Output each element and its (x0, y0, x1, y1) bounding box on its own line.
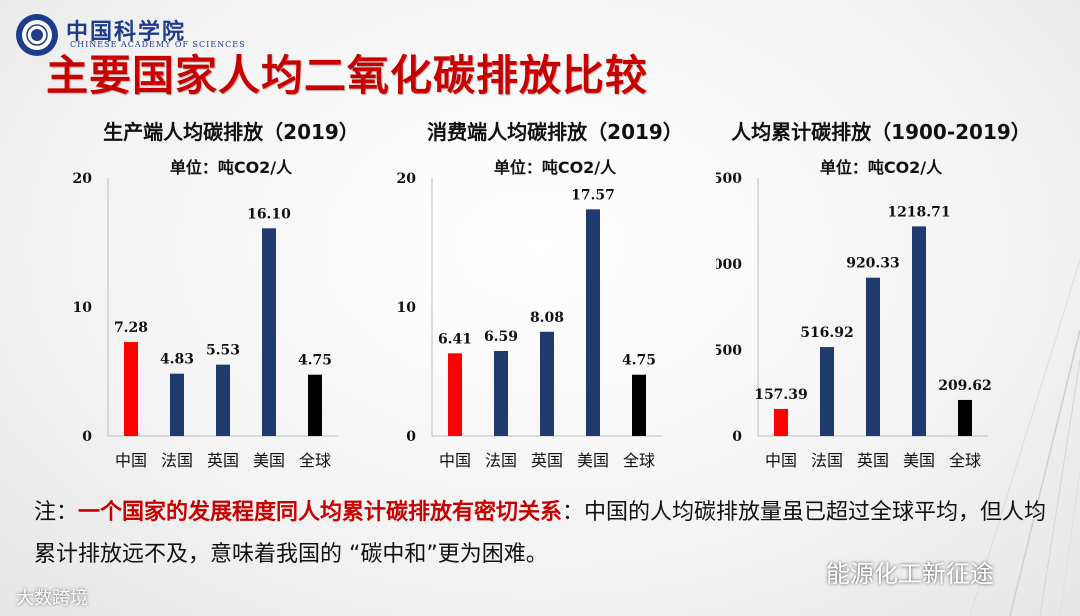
data-label: 5.53 (206, 343, 240, 359)
y-tick-label: 20 (73, 171, 93, 187)
chart-cumulative: 人均累计碳排放（1900-2019） 单位：吨CO2/人 0 500 1000 150… (716, 110, 1046, 480)
bar-法国 (820, 347, 834, 436)
bar-美国 (262, 228, 276, 436)
x-tick-label: 法国 (161, 451, 193, 470)
bar-美国 (586, 209, 600, 436)
bar-全球 (308, 374, 322, 436)
x-tick-label: 英国 (207, 451, 239, 470)
bar-全球 (632, 374, 646, 436)
logo-text-en: CHINESE ACADEMY OF SCIENCES (70, 40, 246, 49)
x-tick-label: 美国 (253, 451, 285, 470)
data-label: 157.39 (754, 387, 808, 403)
data-label: 6.41 (438, 331, 472, 347)
chart-unit: 单位：吨CO2/人 (493, 158, 617, 177)
y-tick-label: 0 (406, 429, 416, 445)
y-tick-label: 0 (82, 429, 92, 445)
bar-英国 (216, 364, 230, 436)
data-label: 4.75 (622, 353, 656, 369)
page-title: 主要国家人均二氧化碳排放比较 (46, 51, 649, 100)
y-tick-label: 20 (397, 171, 417, 187)
x-tick-label: 中国 (439, 451, 471, 470)
data-label: 920.33 (846, 256, 900, 272)
watermark-left: 大数跨境 (16, 588, 88, 609)
data-label: 209.62 (938, 378, 992, 394)
bar-法国 (494, 350, 508, 436)
watermark-right: 能源化工新征途 (826, 560, 994, 588)
footnote-text: ：中国的人均碳排放量虽已超过全球平均，但人均累计排放远不及，意味着我国的 “碳中… (34, 500, 1047, 567)
x-tick-label: 美国 (903, 451, 935, 470)
x-tick-label: 英国 (531, 451, 563, 470)
chart-plot: 0 500 1000 1500 157.39 中国 516.92 法国 920.33 英国 1218… (716, 171, 992, 470)
bar-中国 (124, 342, 138, 436)
y-tick-label: 10 (397, 300, 417, 316)
decorative-lines (970, 259, 1080, 616)
chart-title: 消费端人均碳排放（2019） (427, 120, 683, 144)
chart-consumption: 消费端人均碳排放（2019） 单位：吨CO2/人 0 10 20 6.41 中国 6.59… (390, 110, 720, 480)
y-tick-label: 1500 (716, 171, 742, 187)
x-tick-label: 英国 (857, 451, 889, 470)
chart-unit: 单位：吨CO2/人 (169, 158, 293, 177)
x-tick-label: 全球 (623, 451, 655, 470)
y-tick-label: 500 (716, 343, 742, 359)
data-label: 516.92 (800, 325, 854, 341)
footnote-highlight: 一个国家的发展程度同人均累计碳排放有密切关系 (78, 500, 563, 525)
bar-中国 (774, 408, 788, 436)
chart-unit: 单位：吨CO2/人 (819, 158, 943, 177)
bar-全球 (958, 399, 972, 436)
bar-法国 (170, 373, 184, 436)
logo-text-cn: 中国科学院 (66, 19, 187, 45)
y-tick-label: 10 (73, 300, 93, 316)
data-label: 8.08 (530, 310, 564, 326)
x-tick-label: 全球 (299, 451, 331, 470)
chart-production: 生产端人均碳排放（2019） 单位：吨CO2/人 0 10 20 7.28 中国 4.83… (66, 110, 396, 480)
bar-英国 (540, 331, 554, 436)
x-tick-label: 全球 (949, 451, 981, 470)
cas-logo-icon (16, 14, 58, 56)
bar-美国 (912, 226, 926, 436)
y-tick-label: 0 (732, 429, 742, 445)
x-tick-label: 法国 (485, 451, 517, 470)
chart-plot: 0 10 20 7.28 中国 4.83 法国 5.53 英国 16.10 美国 4.75 全球 (73, 171, 338, 470)
bar-中国 (448, 353, 462, 436)
data-label: 7.28 (114, 320, 148, 336)
data-label: 17.57 (571, 187, 615, 203)
footnote-prefix: 注： (34, 500, 79, 525)
data-label: 16.10 (247, 206, 291, 222)
chart-title: 人均累计碳排放（1900-2019） (731, 120, 1031, 144)
x-tick-label: 法国 (811, 451, 843, 470)
footnote: 注：一个国家的发展程度同人均累计碳排放有密切关系：中国的人均碳排放量虽已超过全球… (34, 492, 1054, 576)
x-tick-label: 美国 (577, 451, 609, 470)
x-tick-label: 中国 (115, 451, 147, 470)
data-label: 4.83 (160, 352, 194, 368)
data-label: 1218.71 (887, 204, 950, 220)
x-tick-label: 中国 (765, 451, 797, 470)
y-tick-label: 1000 (716, 257, 742, 273)
chart-plot: 0 10 20 6.41 中国 6.59 法国 8.08 英国 17.57 美国 4.75 全球 (397, 171, 662, 470)
chart-title: 生产端人均碳排放（2019） (103, 120, 359, 144)
data-label: 4.75 (298, 353, 332, 369)
bar-英国 (866, 277, 880, 436)
data-label: 6.59 (484, 329, 518, 345)
